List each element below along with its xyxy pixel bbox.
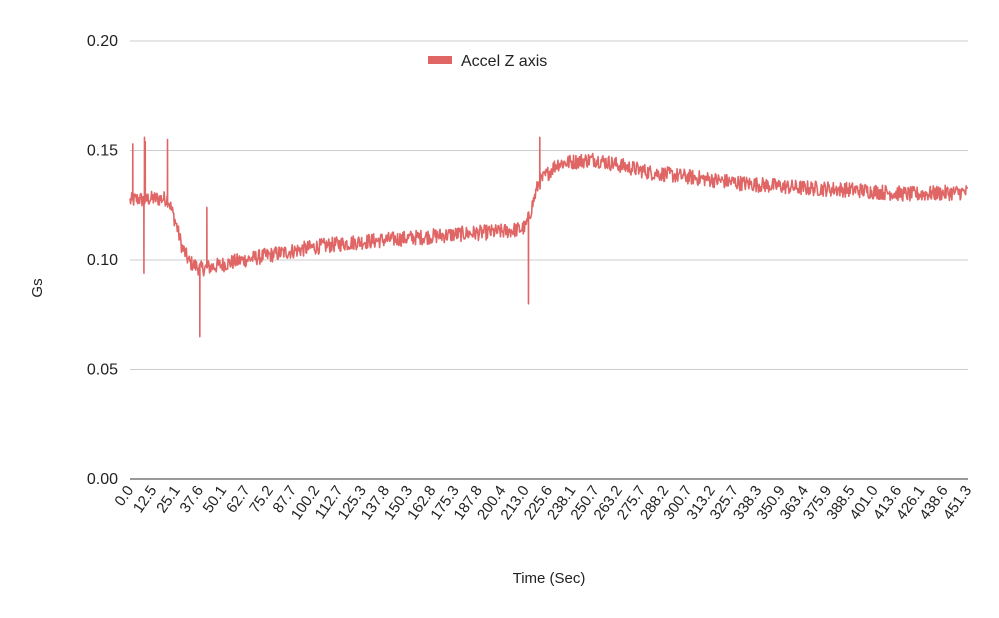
legend: Accel Z axis <box>428 53 547 70</box>
gridlines <box>130 40 968 370</box>
series-line-accel-z <box>129 136 969 338</box>
x-axis-label: Time (Sec) <box>513 570 586 587</box>
legend-label: Accel Z axis <box>461 53 547 70</box>
y-tick-label: 0.15 <box>87 143 118 160</box>
legend-swatch <box>428 56 452 64</box>
y-tick-label: 0.10 <box>87 252 118 269</box>
y-axis-label: Gs <box>29 278 46 297</box>
plot-area <box>129 136 969 338</box>
y-tick-label: 0.20 <box>87 33 118 50</box>
y-tick-label: 0.00 <box>87 471 118 488</box>
y-axis-ticks: 0.00 0.05 0.10 0.15 0.20 <box>87 33 118 488</box>
y-tick-label: 0.05 <box>87 362 118 379</box>
